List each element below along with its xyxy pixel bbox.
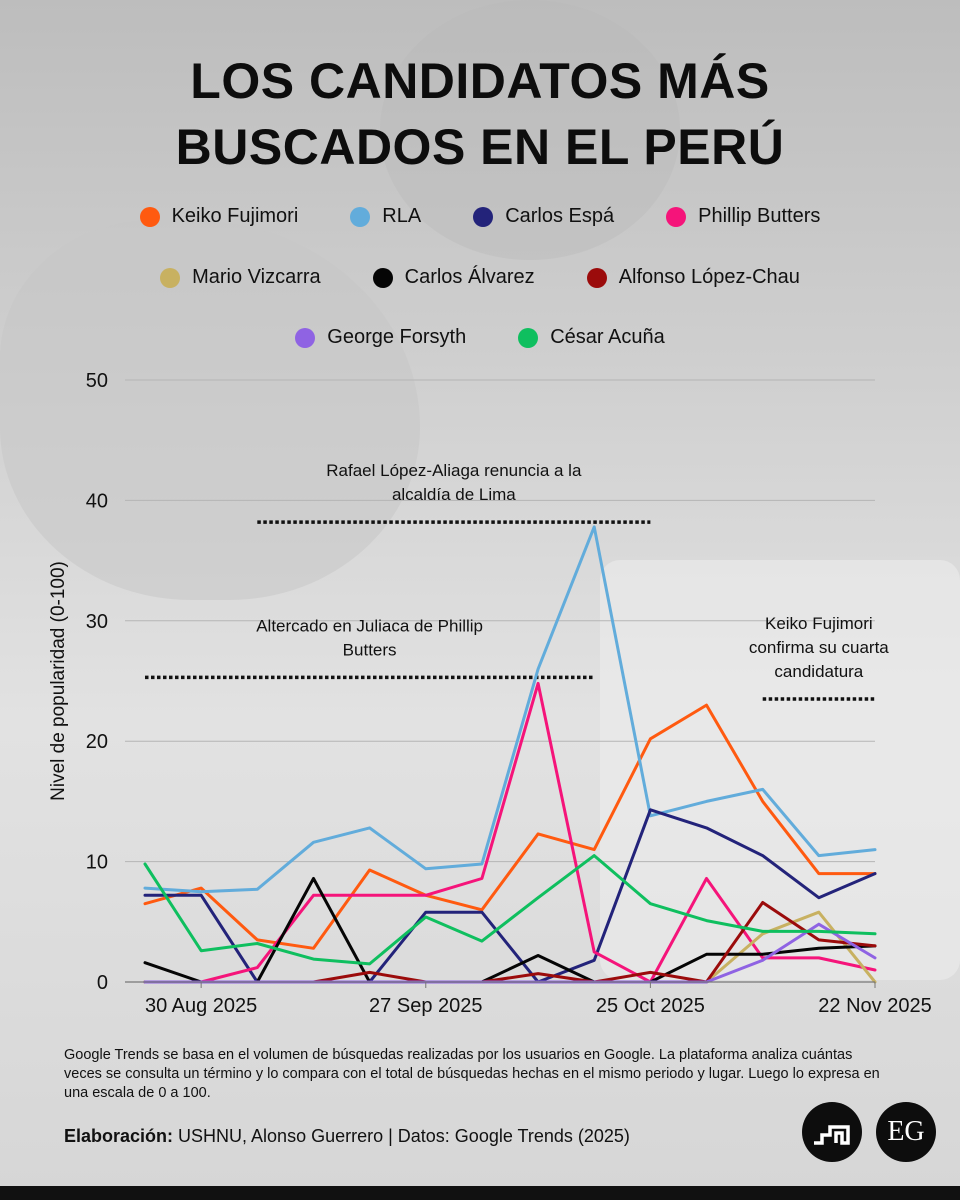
- legend-item: César Acuña: [518, 326, 665, 349]
- annotation-text: Butters: [343, 640, 397, 659]
- y-tick-label: 40: [86, 490, 108, 512]
- series-line: [143, 525, 877, 894]
- annotation-text: Keiko Fujimori: [765, 614, 873, 633]
- y-axis-label: Nivel de popularidad (0-100): [48, 561, 69, 801]
- x-tick-label: 30 Aug 2025: [145, 995, 257, 1017]
- legend-item: Phillip Butters: [666, 205, 820, 228]
- legend-swatch: [518, 327, 539, 348]
- legend-swatch: [666, 206, 687, 227]
- series-line: [143, 877, 877, 984]
- x-tick-label: 22 Nov 2025: [818, 995, 931, 1017]
- legend-item: Carlos Espá: [473, 205, 614, 228]
- legend-label: César Acuña: [550, 326, 665, 348]
- background-shape: [0, 220, 420, 600]
- legend-swatch: [295, 327, 316, 348]
- title-line-1: LOS CANDIDATOS MÁS: [190, 53, 770, 109]
- credits: Elaboración: USHNU, Alonso Guerrero | Da…: [64, 1126, 630, 1147]
- x-tick-label: 25 Oct 2025: [596, 995, 705, 1017]
- title-line-2: BUSCADOS EN EL PERÚ: [175, 119, 785, 175]
- legend-swatch: [372, 267, 393, 288]
- credits-text: USHNU, Alonso Guerrero | Datos: Google T…: [173, 1126, 630, 1146]
- footnote: Google Trends se basa en el volumen de b…: [64, 1047, 880, 1101]
- background-shape: [380, 0, 680, 260]
- legend-swatch: [473, 206, 494, 227]
- annotation-text: candidatura: [774, 662, 863, 681]
- legend-label: Phillip Butters: [698, 205, 821, 227]
- legend-label: Carlos Álvarez: [404, 266, 535, 288]
- annotation-text: confirma su cuarta: [749, 638, 889, 657]
- page-title: LOS CANDIDATOS MÁS BUSCADOS EN EL PERÚ: [80, 48, 880, 180]
- legend-label: Carlos Espá: [505, 205, 615, 227]
- series-line: [143, 808, 877, 984]
- legend-item: RLA: [350, 205, 421, 228]
- series-line: [143, 681, 877, 984]
- stairs-icon: [814, 1125, 850, 1145]
- legend-label: Keiko Fujimori: [171, 205, 299, 227]
- y-tick-label: 20: [86, 731, 108, 753]
- eg-logo: EG: [876, 1102, 936, 1162]
- legend-item: Mario Vizcarra: [160, 266, 321, 289]
- annotations: Rafael López-Aliaga renuncia a la alcaldí…: [145, 461, 889, 701]
- legend-row-3: George Forsyth César Acuña: [0, 326, 960, 349]
- legend-swatch: [139, 206, 160, 227]
- legend-label: George Forsyth: [327, 326, 467, 348]
- legend-item: Alfonso López-Chau: [586, 266, 800, 289]
- annotation-text: alcaldía de Lima: [392, 485, 516, 504]
- series-line: [143, 703, 877, 950]
- legend-swatch: [160, 267, 181, 288]
- legend-swatch: [350, 206, 371, 227]
- legend-item: Carlos Álvarez: [372, 266, 535, 289]
- y-tick-label: 0: [97, 972, 108, 994]
- y-tick-label: 10: [86, 852, 108, 874]
- credits-label: Elaboración:: [64, 1126, 174, 1146]
- line-chart: Rafael López-Aliaga renuncia a la alcaldí…: [48, 370, 932, 1017]
- y-tick-label: 30: [86, 611, 108, 633]
- series-lines: [143, 525, 877, 984]
- legend-item: Keiko Fujimori: [139, 205, 299, 228]
- legend-label: Alfonso López-Chau: [618, 266, 800, 288]
- legend-label: Mario Vizcarra: [192, 266, 321, 288]
- legend-label: RLA: [382, 205, 422, 227]
- series-line: [143, 854, 877, 966]
- x-tick-label: 27 Sep 2025: [369, 995, 482, 1017]
- eg-logo-text: EG: [887, 1116, 925, 1147]
- legend-item: George Forsyth: [295, 326, 466, 349]
- y-tick-label: 50: [86, 370, 108, 392]
- legend-row-2: Mario Vizcarra Carlos Álvarez Alfonso Ló…: [0, 266, 960, 289]
- ushnu-logo: [802, 1102, 862, 1162]
- annotation-text: Rafael López-Aliaga renuncia a la: [326, 461, 582, 480]
- bottom-bar: [0, 1186, 960, 1200]
- legend-swatch: [586, 267, 607, 288]
- background-shape: [600, 560, 960, 980]
- legend-row-1: Keiko Fujimori RLA Carlos Espá Phillip B…: [0, 205, 960, 228]
- annotation-text: Altercado en Juliaca de Phillip: [256, 616, 483, 635]
- axes: 0 10 20 30 40 50 30 Aug 2025 27 Sep 2025 25 Oct …: [48, 370, 932, 1017]
